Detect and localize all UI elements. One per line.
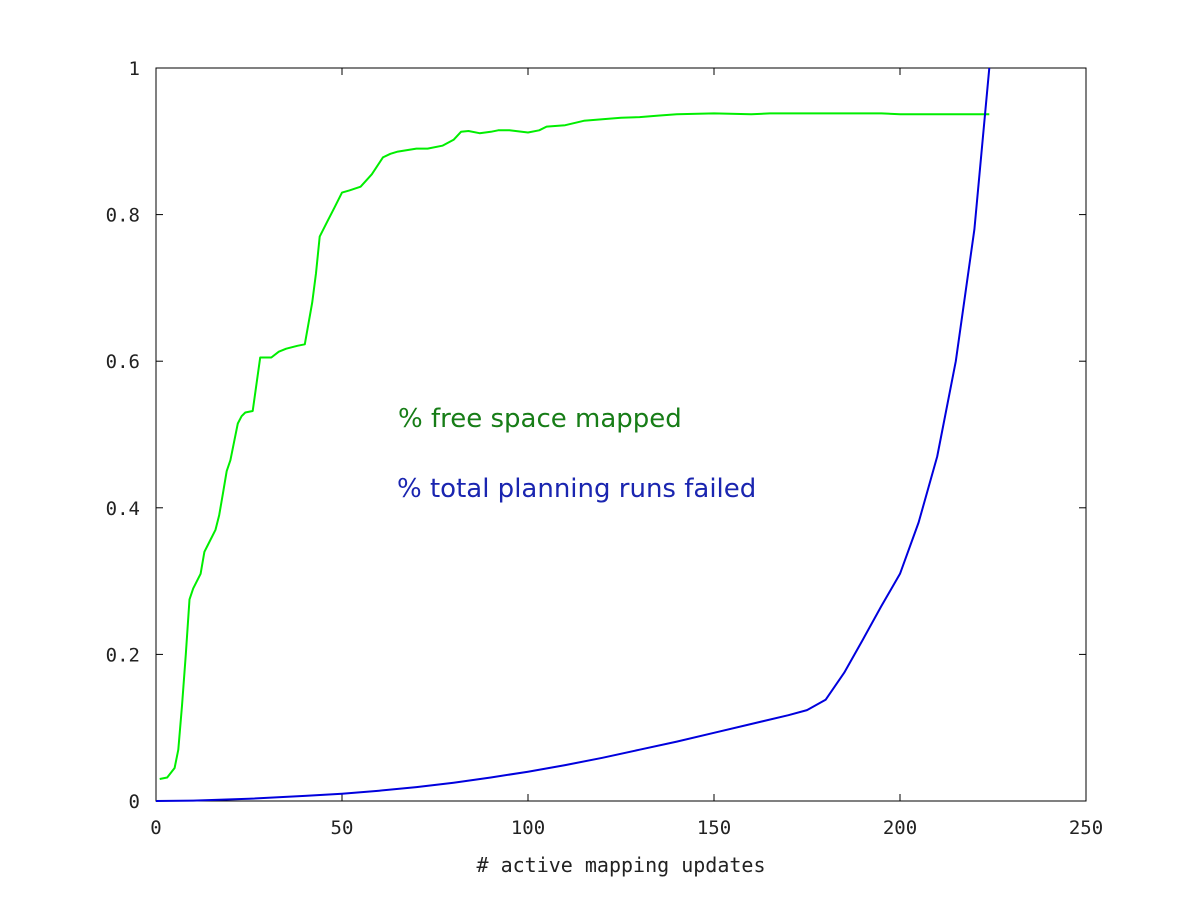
x-tick-label: 100 xyxy=(511,817,545,839)
series-line-free-space-mapped xyxy=(159,112,990,780)
legend-label-planning-failed: % total planning runs failed xyxy=(397,474,756,504)
y-tick-label: 1 xyxy=(129,58,140,80)
y-tick-label: 0.6 xyxy=(106,351,140,373)
x-tick-label: 150 xyxy=(697,817,731,839)
x-axis-label: # active mapping updates xyxy=(477,853,766,877)
series-layer xyxy=(155,67,991,802)
y-tick-label: 0.2 xyxy=(106,644,140,666)
x-tick-label: 0 xyxy=(150,817,161,839)
series-line-planning-runs-failed xyxy=(155,67,991,802)
y-tick-label: 0.8 xyxy=(106,205,140,227)
x-tick-label: 250 xyxy=(1069,817,1103,839)
x-tick-label: 200 xyxy=(883,817,917,839)
x-tick-label: 50 xyxy=(331,817,354,839)
y-tick-label: 0 xyxy=(129,791,140,813)
plot-frame xyxy=(155,67,1087,802)
y-tick-label: 0.4 xyxy=(106,498,140,520)
axis-ticks: 0 50 100 150 200 250 0 0.2 0.4 0.6 0.8 1 xyxy=(106,58,1103,839)
legend-label-free-space: % free space mapped xyxy=(398,404,682,434)
